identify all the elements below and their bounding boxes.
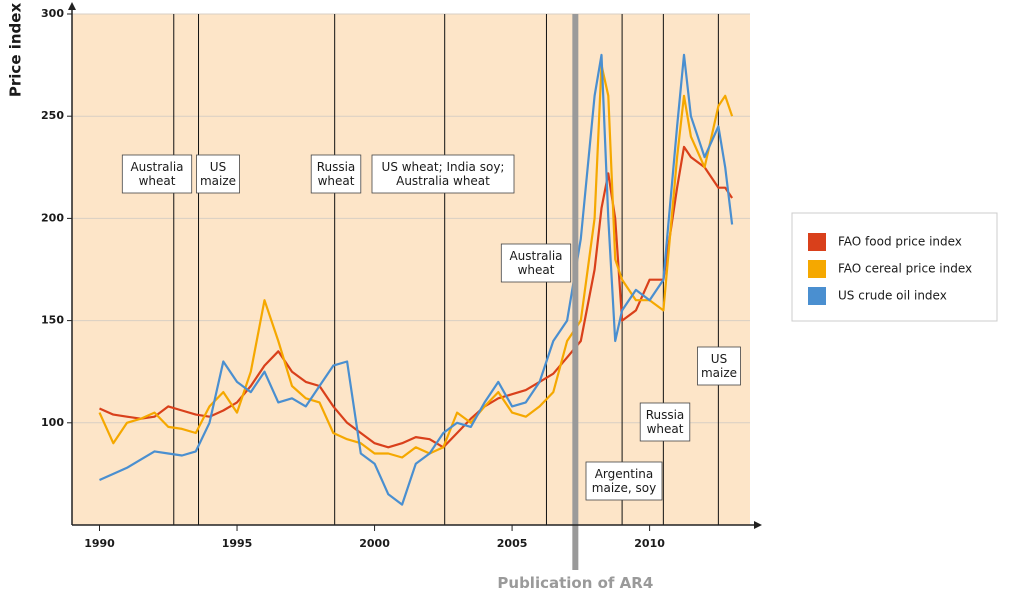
event-box — [697, 346, 741, 386]
event-box — [121, 154, 193, 194]
y-tick-label: 300 — [41, 7, 64, 20]
event-label: US wheat; India soy; — [382, 160, 505, 174]
y-axis-label: Price index — [7, 3, 25, 98]
event-label: wheat — [647, 422, 684, 436]
y-axis-arrow — [68, 2, 76, 10]
event-box — [585, 461, 663, 501]
legend-label: FAO cereal price index — [838, 262, 972, 276]
x-tick-label: 2010 — [634, 537, 665, 550]
event-box — [196, 154, 240, 194]
event-label: Australia wheat — [396, 174, 490, 188]
y-tick-label: 250 — [41, 109, 64, 122]
event-label: maize — [701, 366, 737, 380]
y-tick-label: 100 — [41, 416, 64, 429]
event-box — [639, 402, 691, 442]
event-label: US — [711, 352, 727, 366]
event-label: US — [210, 160, 226, 174]
event-label: maize, soy — [592, 481, 656, 495]
x-tick-label: 2005 — [497, 537, 528, 550]
event-label: Russia — [317, 160, 356, 174]
series-line — [99, 53, 734, 506]
legend — [791, 212, 998, 322]
x-tick-label: 1990 — [84, 537, 115, 550]
event-label: Australia — [509, 249, 562, 263]
event-label: wheat — [139, 174, 176, 188]
event-label: maize — [200, 174, 236, 188]
x-tick-label: 1995 — [222, 537, 253, 550]
event-box — [310, 154, 362, 194]
publication-label: Publication of AR4 — [497, 574, 653, 592]
x-axis-arrow — [754, 521, 762, 529]
legend-label: FAO food price index — [838, 235, 962, 249]
legend-label: US crude oil index — [838, 289, 947, 303]
event-box — [371, 154, 515, 194]
legend-swatch — [808, 260, 826, 278]
legend-swatch — [808, 287, 826, 305]
y-tick-label: 200 — [41, 211, 64, 224]
x-tick-label: 2000 — [359, 537, 390, 550]
event-label: Russia — [646, 408, 685, 422]
y-tick-label: 150 — [41, 314, 64, 327]
event-label: wheat — [318, 174, 355, 188]
event-label: Australia — [130, 160, 183, 174]
event-label: Argentina — [595, 467, 654, 481]
legend-swatch — [808, 233, 826, 251]
event-label: wheat — [518, 263, 555, 277]
event-box — [500, 243, 572, 283]
